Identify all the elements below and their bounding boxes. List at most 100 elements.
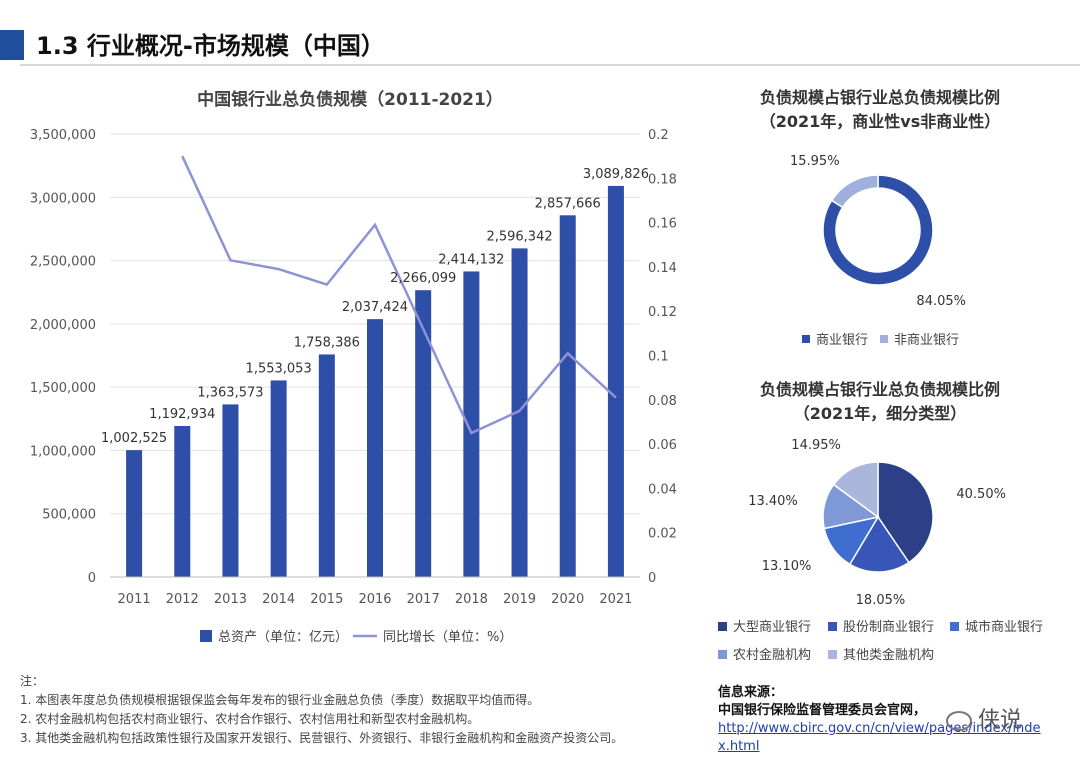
- slice-data-label: 84.05%: [916, 294, 966, 309]
- slice-data-label: 40.50%: [956, 487, 1006, 502]
- bar: [126, 450, 143, 577]
- y-left-tick-label: 2,500,000: [30, 255, 96, 270]
- bar: [511, 248, 528, 577]
- legend-label: 城市商业银行: [965, 619, 1043, 635]
- legend-label: 大型商业银行: [733, 620, 811, 635]
- pie-slice: [830, 174, 879, 209]
- bar: [463, 271, 480, 577]
- bar-data-label: 1,553,053: [246, 361, 312, 376]
- note-line: 1. 本图表年度总负债规模根据银保监会每年发布的银行业金融总负债（季度）数据取平…: [20, 693, 540, 707]
- legend-label: 非商业银行: [894, 333, 959, 348]
- y-right-tick-label: 0.1: [648, 350, 669, 365]
- legend-label: 股份制商业银行: [843, 620, 934, 635]
- y-left-tick-label: 1,000,000: [30, 444, 96, 459]
- pie-title: 负债规模占银行业总负债规模比例: [760, 380, 1000, 399]
- slice-data-label: 13.10%: [762, 559, 812, 574]
- legend-label: 总资产（单位：亿元）: [218, 630, 348, 645]
- y-left-tick-label: 3,000,000: [30, 191, 96, 206]
- x-tick-label: 2013: [214, 592, 247, 607]
- footnotes: 注： 1. 本图表年度总负债规模根据银保监会每年发布的银行业金融总负债（季度）数…: [20, 672, 710, 748]
- bar-data-labels: 1,002,525 1,192,934 1,363,573 1,553,053 1,75…: [101, 167, 649, 446]
- bar-data-label: 1,363,573: [197, 385, 263, 400]
- pie-chart: 负债规模占银行业总负债规模比例 （2021年，细分类型） 40.50% 18.05…: [718, 380, 1043, 663]
- donut-legend: 商业银行 非商业银行: [802, 333, 959, 348]
- donut-slices: [822, 174, 934, 286]
- x-tick-label: 2011: [118, 592, 151, 607]
- x-tick-label: 2018: [455, 592, 488, 607]
- wechat-icon: [946, 711, 972, 731]
- y-right-tick-label: 0.18: [648, 172, 677, 187]
- bar-data-label: 1,002,525: [101, 431, 167, 446]
- y-left-tick-label: 3,500,000: [30, 128, 96, 143]
- x-tick-label: 2019: [503, 592, 536, 607]
- bar: [174, 426, 191, 577]
- legend-label: 农村金融机构: [733, 647, 811, 663]
- y-left-tick-label: 2,000,000: [30, 318, 96, 333]
- x-tick-label: 2015: [310, 592, 343, 607]
- legend-label: 同比增长（单位：%）: [383, 630, 512, 645]
- slice-data-label: 18.05%: [856, 593, 906, 608]
- pie-subtitle: （2021年，细分类型）: [794, 404, 967, 423]
- bar: [559, 215, 576, 577]
- x-tick-label: 2017: [407, 592, 440, 607]
- slice-data-label: 15.95%: [790, 154, 840, 169]
- y-right-tick-label: 0.14: [648, 261, 677, 276]
- donut-chart: 负债规模占银行业总负债规模比例 （2021年，商业性vs非商业性） 84.05%…: [760, 88, 1001, 348]
- x-tick-label: 2016: [358, 592, 391, 607]
- x-tick-label: 2021: [599, 592, 632, 607]
- y-right-tick-label: 0.16: [648, 217, 677, 232]
- y-right-tick-label: 0.02: [648, 527, 677, 542]
- bar: [367, 319, 383, 577]
- y-right-tick-label: 0.2: [648, 128, 669, 143]
- legend-swatch: [718, 650, 727, 659]
- pie-slices: [822, 461, 934, 573]
- bar-data-label: 2,266,099: [390, 271, 456, 286]
- bar-data-label: 3,089,826: [583, 167, 649, 182]
- bar: [318, 354, 335, 577]
- right-y-axis: 0 0.02 0.04 0.06 0.08 0.1 0.12 0.14 0.16 0.18 0.2: [648, 128, 677, 586]
- legend-label: 商业银行: [816, 333, 868, 348]
- pie-slice: [848, 515, 910, 573]
- x-axis: 2011 2012 2013 2014 2015 2016 2017 2018 2019 2020…: [110, 576, 640, 607]
- pie-data-labels: 40.50% 18.05% 13.10% 13.40% 14.95%: [748, 438, 1006, 608]
- pie-slice: [822, 174, 934, 286]
- bar-line-chart: 中国银行业总负债规模（2011-2021） 0 500,000 1,000,000 1…: [30, 89, 677, 645]
- legend-swatch: [828, 622, 837, 631]
- y-right-tick-label: 0.06: [648, 438, 677, 453]
- y-right-tick-label: 0: [648, 571, 656, 586]
- page-title: 1.3 行业概况-市场规模（中国）: [36, 32, 385, 60]
- x-tick-label: 2020: [551, 592, 584, 607]
- y-left-tick-label: 1,500,000: [30, 381, 96, 396]
- notes-heading: 注：: [20, 674, 45, 688]
- y-right-tick-label: 0.12: [648, 305, 677, 320]
- y-right-tick-label: 0.08: [648, 394, 677, 409]
- bar-series: [126, 185, 624, 577]
- bar: [270, 380, 287, 577]
- header-accent-bar: [0, 30, 24, 60]
- note-line: 2. 农村金融机构包括农村商业银行、农村合作银行、农村信用社和新型农村金融机构。: [20, 712, 480, 726]
- bar-data-label: 1,758,386: [294, 335, 360, 350]
- x-tick-label: 2012: [166, 592, 199, 607]
- legend-swatch: [200, 630, 212, 642]
- bar: [222, 404, 239, 577]
- left-y-axis: 0 500,000 1,000,000 1,500,000 2,000,000 2,500…: [30, 128, 96, 586]
- donut-subtitle: （2021年，商业性vs非商业性）: [760, 112, 1001, 131]
- donut-data-labels: 84.05% 15.95%: [790, 154, 966, 309]
- bar-chart-legend: 总资产（单位：亿元） 同比增长（单位：%）: [200, 630, 512, 645]
- bar-data-label: 2,857,666: [535, 196, 601, 211]
- bar-data-label: 2,414,132: [438, 252, 504, 267]
- pie-slice: [877, 461, 934, 564]
- slice-data-label: 13.40%: [748, 494, 798, 509]
- bar-data-label: 2,037,424: [342, 300, 408, 315]
- legend-swatch: [718, 622, 727, 631]
- legend-swatch: [950, 622, 959, 631]
- brand-name: 侠说: [978, 708, 1023, 733]
- legend-swatch: [828, 650, 837, 659]
- slice-data-label: 14.95%: [791, 438, 841, 453]
- legend-swatch: [880, 335, 888, 343]
- legend-swatch: [802, 335, 810, 343]
- growth-line: [181, 155, 617, 435]
- bar-chart-title: 中国银行业总负债规模（2011-2021）: [197, 89, 503, 110]
- bar: [607, 185, 624, 577]
